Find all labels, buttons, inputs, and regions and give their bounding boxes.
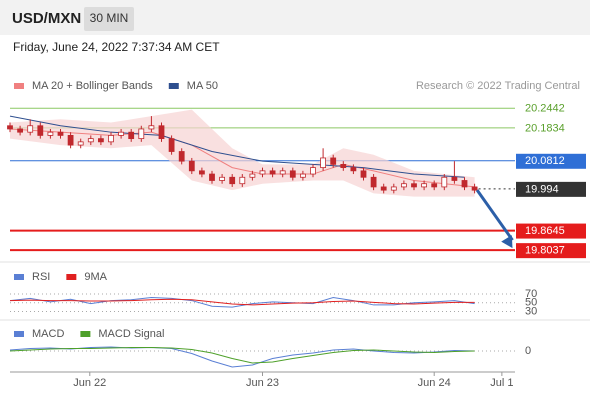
candle-body: [390, 186, 397, 191]
y-tick-label: 70: [525, 288, 537, 300]
macd-line: [9, 347, 475, 364]
candle-body: [269, 170, 276, 175]
candle-body: [87, 138, 94, 143]
candle-body: [350, 167, 357, 172]
candle-body: [229, 176, 236, 185]
candle-body: [98, 138, 104, 143]
level-label: 20.1834: [525, 122, 565, 134]
candle-body: [77, 141, 84, 146]
level-label-box: [516, 153, 586, 169]
candle-body: [158, 125, 165, 140]
candle-body: [330, 157, 337, 165]
level-label: 19.994: [525, 183, 559, 195]
candle-body: [249, 173, 256, 178]
source: Research © 2022 Trading Central: [416, 80, 580, 92]
interval-button[interactable]: [84, 7, 134, 31]
legend-label: MA 20 + Bollinger Bands: [32, 80, 153, 92]
candle-body: [7, 125, 13, 130]
candle-body: [209, 173, 215, 181]
candle-body: [289, 170, 296, 178]
candle-body: [370, 176, 377, 188]
legend-swatch: [14, 274, 24, 280]
candle-body: [310, 167, 316, 175]
candle-body: [259, 170, 266, 175]
candle-body: [431, 183, 438, 188]
candle-body: [219, 176, 226, 181]
legend-label: MA 50: [187, 80, 218, 92]
y-tick-label: 50: [525, 297, 537, 309]
candle-body: [67, 135, 74, 146]
symbol: USD/MXN: [12, 10, 81, 27]
candle-body: [360, 170, 367, 178]
candle-body: [57, 131, 64, 136]
legend-label: MACD Signal: [98, 328, 164, 340]
level-label: 20.0812: [525, 155, 565, 167]
x-tick-label: Jun 23: [246, 377, 279, 389]
candle-body: [461, 180, 468, 188]
candle-body: [421, 183, 428, 188]
candle-body: [320, 157, 327, 169]
level-label-box: [516, 243, 586, 259]
ma20-line: [9, 128, 475, 188]
candle-body: [239, 176, 246, 185]
candle-body: [17, 128, 24, 133]
y-tick-label: 30: [525, 305, 537, 317]
timestamp: Friday, June 24, 2022 7:37:34 AM CET: [13, 40, 220, 54]
candle-body: [340, 163, 347, 169]
y-tick-label: 0: [525, 345, 531, 357]
rsi-line: [9, 297, 475, 308]
candle-body: [47, 131, 54, 136]
legend-label: MACD: [32, 328, 64, 340]
interval[interactable]: 30 MIN: [90, 11, 129, 25]
rsi-line: [9, 298, 475, 306]
forecast-arrow: [475, 189, 514, 241]
candle-body: [138, 128, 145, 140]
level-label: 19.8037: [525, 245, 565, 257]
candle-body: [108, 135, 114, 143]
bollinger-band: [10, 109, 475, 197]
legend-swatch: [66, 274, 77, 280]
candle-body: [441, 176, 448, 188]
legend-swatch: [168, 83, 179, 89]
x-tick-label: Jun 24: [418, 377, 451, 389]
candle-body: [188, 160, 195, 172]
x-tick-label: Jun 22: [73, 377, 106, 389]
legend-swatch: [80, 331, 91, 337]
candle-body: [198, 170, 205, 175]
candle-body: [118, 131, 124, 136]
legend-swatch: [14, 83, 24, 89]
level-label: 20.2442: [525, 103, 565, 115]
candle-body: [27, 125, 34, 133]
candle-body: [380, 186, 387, 191]
forecast-arrowhead: [501, 235, 513, 249]
candle-body: [37, 125, 44, 136]
macd-line: [9, 346, 475, 368]
x-tick-label: Jul 1: [490, 377, 513, 389]
level-label: 19.8645: [525, 225, 565, 237]
legend-label: RSI: [32, 271, 50, 283]
candle-body: [299, 173, 306, 178]
level-label-box: [516, 223, 586, 239]
candle-body: [471, 186, 478, 191]
legend-label: 9MA: [84, 271, 107, 283]
candle-body: [451, 176, 458, 181]
candle-body: [279, 170, 286, 175]
candle-body: [411, 183, 417, 188]
candle-body: [168, 138, 175, 152]
ma50-line: [9, 115, 465, 178]
legend-swatch: [14, 331, 24, 337]
candle-body: [178, 151, 185, 162]
level-label-box: [516, 181, 586, 197]
candle-body: [148, 125, 155, 130]
candle-body: [128, 131, 135, 140]
candle-body: [400, 183, 407, 188]
